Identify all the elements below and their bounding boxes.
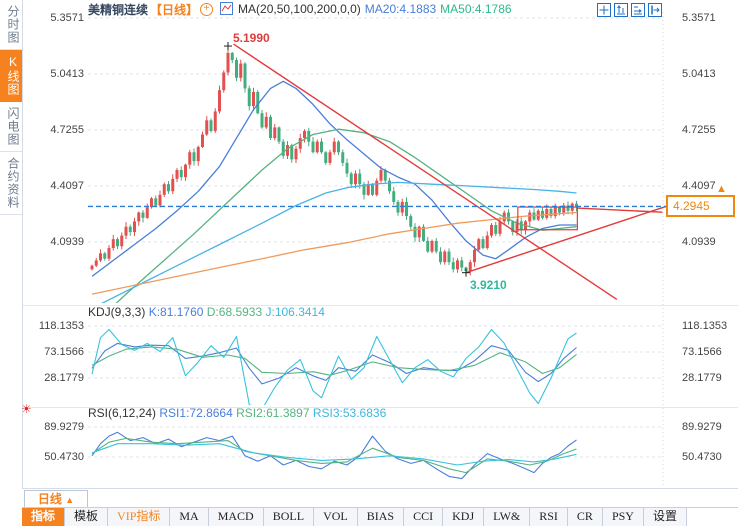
ma50-value: MA50:4.1786 — [440, 2, 512, 16]
high-price-annotation: 5.1990 — [233, 31, 270, 46]
date-axis-row: 日线 ▲ — [22, 488, 738, 508]
footer-tab-VIP指标[interactable]: VIP指标 — [108, 508, 171, 526]
footer-tab-MA[interactable]: MA — [170, 508, 209, 526]
expand-icon[interactable]: + — [200, 2, 214, 16]
scale-y-axis-icon[interactable] — [614, 3, 628, 17]
sidebar: 分时图 K线图 闪电图 合约资料 — [0, 0, 23, 525]
candlestick-series — [90, 46, 578, 276]
ma-settings-label[interactable]: MA(20,50,100,200,0,0) — [238, 2, 361, 16]
kdj-d-value: D:68.5933 — [206, 305, 263, 319]
footer-tab-VOL[interactable]: VOL — [314, 508, 358, 526]
rsi1-value: RSI1:72.8664 — [159, 406, 233, 420]
footer-tab-RSI[interactable]: RSI — [530, 508, 568, 526]
kdj-k-value: K:81.1760 — [148, 305, 204, 319]
rsi-series — [91, 431, 577, 480]
ma20-value: MA20:4.1883 — [364, 2, 437, 16]
footer-tab-PSY[interactable]: PSY — [602, 508, 644, 526]
trend-drawings[interactable] — [224, 42, 669, 301]
ma-indicator-icon[interactable] — [220, 2, 234, 16]
kdj-header: KDJ(9,3,3) K:81.1760 D:68.5933 J:106.341… — [88, 305, 325, 319]
symbol-name: 美精铜连续 — [88, 2, 149, 17]
up-arrow-marker: ▲ — [716, 183, 727, 196]
footer-tab-模板[interactable]: 模板 — [65, 508, 109, 526]
footer-tab-MACD[interactable]: MACD — [208, 508, 264, 526]
footer-tab-BOLL[interactable]: BOLL — [263, 508, 315, 526]
pan-right-icon[interactable] — [648, 3, 662, 17]
footer-tab-指标[interactable]: 指标 — [22, 508, 66, 526]
footer-tab-CCI[interactable]: CCI — [404, 508, 444, 526]
period-selector-label: 日线 — [37, 492, 62, 506]
alert-sun-icon[interactable]: ☀ — [21, 402, 32, 416]
sidebar-item-timeline[interactable]: 分时图 — [0, 0, 22, 50]
chevron-up-icon: ▲ — [65, 495, 75, 505]
footer-tab-BIAS[interactable]: BIAS — [357, 508, 405, 526]
low-price-annotation: 3.9210 — [470, 277, 507, 292]
footer-tab-LW&[interactable]: LW& — [484, 508, 531, 526]
sidebar-item-flash[interactable]: 闪电图 — [0, 102, 22, 152]
period-label: 【日线】 — [150, 2, 199, 17]
chart-toolbar — [597, 3, 662, 17]
kdj-title[interactable]: KDJ(9,3,3) — [88, 305, 146, 319]
sidebar-item-contract-info[interactable]: 合约资料 — [0, 152, 22, 215]
period-selector[interactable]: 日线 ▲ — [24, 490, 88, 508]
kdj-series — [91, 328, 577, 405]
rsi-title[interactable]: RSI(6,12,24) — [88, 406, 157, 420]
rsi3-value: RSI3:53.6836 — [312, 406, 387, 420]
footer-tab-CR[interactable]: CR — [567, 508, 603, 526]
footer-tab-设置[interactable]: 设置 — [643, 508, 687, 526]
crosshair-icon[interactable] — [597, 3, 611, 17]
kdj-j-value: J:106.3414 — [265, 305, 325, 319]
ma-lines — [91, 80, 577, 303]
chart-header: 美精铜连续 【日线】 + MA(20,50,100,200,0,0) MA20:… — [88, 1, 512, 17]
rsi-header: RSI(6,12,24) RSI1:72.8664 RSI2:61.3897 R… — [88, 406, 386, 420]
sidebar-item-kline[interactable]: K线图 — [0, 50, 22, 102]
last-price-tag: 4.2945 — [666, 195, 735, 218]
indicator-tab-bar: 指标 模板 VIP指标 MA MACD BOLL VOL BIAS CCI KDJ LW& RSI CR… — [22, 507, 738, 526]
footer-tab-KDJ[interactable]: KDJ — [443, 508, 485, 526]
scale-x-axis-icon[interactable] — [631, 3, 645, 17]
rsi2-value: RSI2:61.3897 — [236, 406, 310, 420]
